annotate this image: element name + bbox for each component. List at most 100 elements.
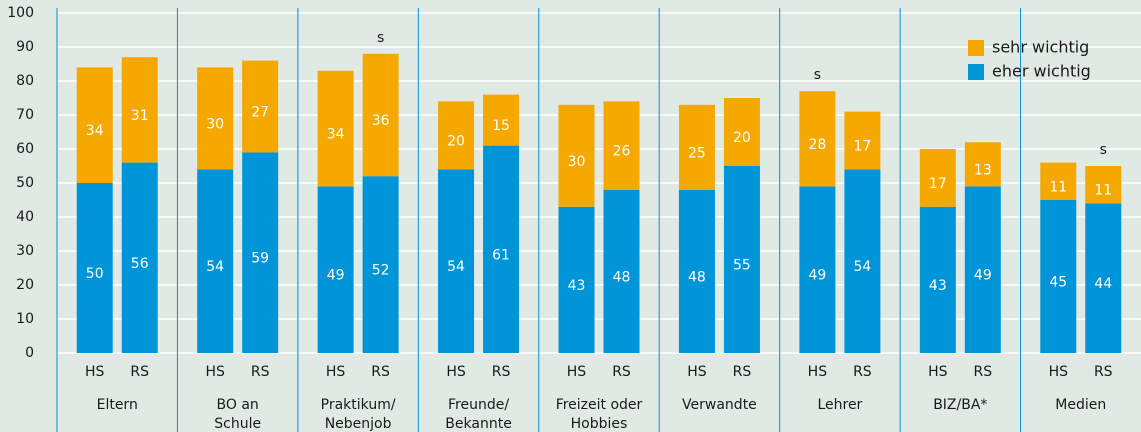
group-label: Freunde/ — [448, 397, 509, 413]
bar-segment — [919, 149, 956, 207]
y-tick-label: 50 — [16, 175, 34, 191]
bar-segment — [1040, 200, 1077, 353]
y-tick-label: 90 — [16, 39, 34, 55]
legend-label: eher wichtig — [992, 62, 1091, 81]
value-label: 50 — [86, 266, 104, 282]
x-tick-label: RS — [853, 364, 872, 380]
legend-label: sehr wichtig — [992, 38, 1089, 57]
x-tick-label: HS — [326, 364, 346, 380]
bar-segment — [362, 176, 399, 353]
value-label: 56 — [131, 256, 149, 272]
y-tick-label: 80 — [16, 73, 34, 89]
x-tick-label: RS — [251, 364, 270, 380]
group-label: Nebenjob — [325, 416, 392, 432]
value-label: 59 — [251, 251, 269, 267]
group-label: Praktikum/ — [321, 397, 396, 413]
annotation: s — [377, 30, 384, 46]
value-label: 11 — [1049, 179, 1067, 195]
value-label: 17 — [929, 176, 947, 192]
y-tick-label: 100 — [7, 5, 34, 21]
annotation: s — [814, 67, 821, 83]
y-tick-label: 70 — [16, 107, 34, 123]
group-label: BO an — [217, 397, 259, 413]
group-label: Freizeit oder — [556, 397, 643, 413]
value-label: 36 — [372, 113, 390, 129]
y-tick-label: 20 — [16, 277, 34, 293]
value-label: 49 — [974, 268, 992, 284]
y-tick-label: 40 — [16, 209, 34, 225]
y-tick-label: 10 — [16, 311, 34, 327]
x-tick-label: HS — [205, 364, 225, 380]
bar-segment — [678, 104, 715, 190]
bar-segment — [919, 206, 956, 353]
bar-segment — [76, 67, 113, 183]
value-label: 48 — [688, 269, 706, 285]
bar-segment — [603, 101, 640, 190]
value-label: 26 — [613, 144, 631, 160]
bar-segment — [483, 94, 520, 146]
legend-swatch — [968, 64, 984, 80]
bar-segment — [558, 104, 595, 207]
value-label: 48 — [613, 269, 631, 285]
x-tick-label: HS — [567, 364, 587, 380]
bar-segment — [844, 111, 881, 170]
bar-segment — [1085, 166, 1122, 204]
bar-segment — [723, 166, 760, 353]
bar-segment — [197, 67, 234, 170]
bar-segment — [723, 98, 760, 166]
value-label: 54 — [853, 259, 871, 275]
x-tick-label: RS — [371, 364, 390, 380]
bar-segment — [844, 169, 881, 353]
group-label: Bekannte — [445, 416, 512, 432]
annotation: s — [1100, 142, 1107, 158]
bar-segment — [242, 60, 279, 153]
bar-segment — [121, 57, 158, 163]
x-tick-label: HS — [808, 364, 828, 380]
group-label: Lehrer — [817, 397, 862, 413]
bar-segment — [76, 183, 113, 353]
x-tick-label: HS — [446, 364, 466, 380]
bar-segment — [603, 189, 640, 353]
value-label: 25 — [688, 145, 706, 161]
group-label: Eltern — [97, 397, 138, 413]
group-label: BIZ/BA* — [933, 397, 987, 413]
value-label: 61 — [492, 247, 510, 263]
bar-segment — [483, 145, 520, 353]
value-label: 13 — [974, 162, 992, 178]
group-label: Schule — [214, 416, 261, 432]
y-tick-label: 60 — [16, 141, 34, 157]
bar-segment — [242, 152, 279, 353]
value-label: 15 — [492, 118, 510, 134]
bar-segment — [799, 186, 836, 353]
value-label: 31 — [131, 108, 149, 124]
value-label: 34 — [86, 123, 104, 139]
bar-segment — [317, 186, 354, 353]
x-tick-label: RS — [1094, 364, 1113, 380]
x-tick-label: RS — [130, 364, 149, 380]
bar-segment — [1040, 162, 1077, 200]
value-label: 30 — [568, 154, 586, 170]
value-label: 11 — [1094, 183, 1112, 199]
bar-segment — [964, 186, 1001, 353]
value-label: 52 — [372, 263, 390, 279]
x-tick-label: RS — [492, 364, 511, 380]
group-label: Verwandte — [682, 397, 757, 413]
bar-segment — [362, 53, 399, 177]
legend-swatch — [968, 40, 984, 56]
x-tick-label: RS — [974, 364, 993, 380]
value-label: 49 — [808, 268, 826, 284]
value-label: 43 — [568, 278, 586, 294]
bar-segment — [964, 142, 1001, 187]
group-label: Medien — [1055, 397, 1106, 413]
bar-segment — [1085, 203, 1122, 353]
value-label: 34 — [327, 127, 345, 143]
value-label: 30 — [206, 116, 224, 132]
y-tick-label: 30 — [16, 243, 34, 259]
group-label: Hobbies — [571, 416, 628, 432]
value-label: 43 — [929, 278, 947, 294]
value-label: 27 — [251, 105, 269, 121]
bar-segment — [438, 101, 475, 170]
x-tick-label: RS — [733, 364, 752, 380]
value-label: 54 — [447, 259, 465, 275]
